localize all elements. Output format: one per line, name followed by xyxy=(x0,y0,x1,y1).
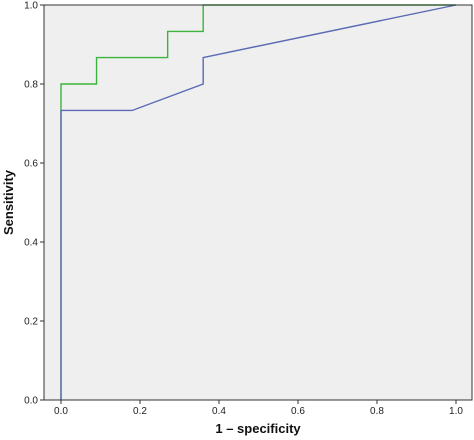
y-tick-label: 0.0 xyxy=(24,396,38,407)
y-tick-label: 1.0 xyxy=(24,1,38,12)
y-tick-label: 0.2 xyxy=(24,317,38,328)
x-axis-title: 1 – specificity xyxy=(215,421,301,436)
y-axis: 0.0 0.2 0.4 0.6 0.8 1.0 xyxy=(24,1,44,407)
y-tick-label: 0.6 xyxy=(24,159,38,170)
roc-curve-2 xyxy=(60,4,457,400)
plot-area-border xyxy=(43,4,473,401)
x-tick-label: 0.2 xyxy=(133,406,147,417)
y-axis-title: Sensitivity xyxy=(1,169,16,235)
series-layer xyxy=(60,4,457,400)
y-tick-label: 0.8 xyxy=(24,80,38,91)
x-tick-label: 0.0 xyxy=(54,406,68,417)
roc-curve-1 xyxy=(60,4,456,400)
x-tick-label: 0.4 xyxy=(212,406,226,417)
x-tick-label: 1.0 xyxy=(449,406,463,417)
plot-area-background xyxy=(44,5,472,400)
x-tick-label: 0.6 xyxy=(291,406,305,417)
x-axis: 0.0 0.2 0.4 0.6 0.8 1.0 xyxy=(54,400,463,417)
y-tick-label: 0.4 xyxy=(24,238,38,249)
x-tick-label: 0.8 xyxy=(370,406,384,417)
